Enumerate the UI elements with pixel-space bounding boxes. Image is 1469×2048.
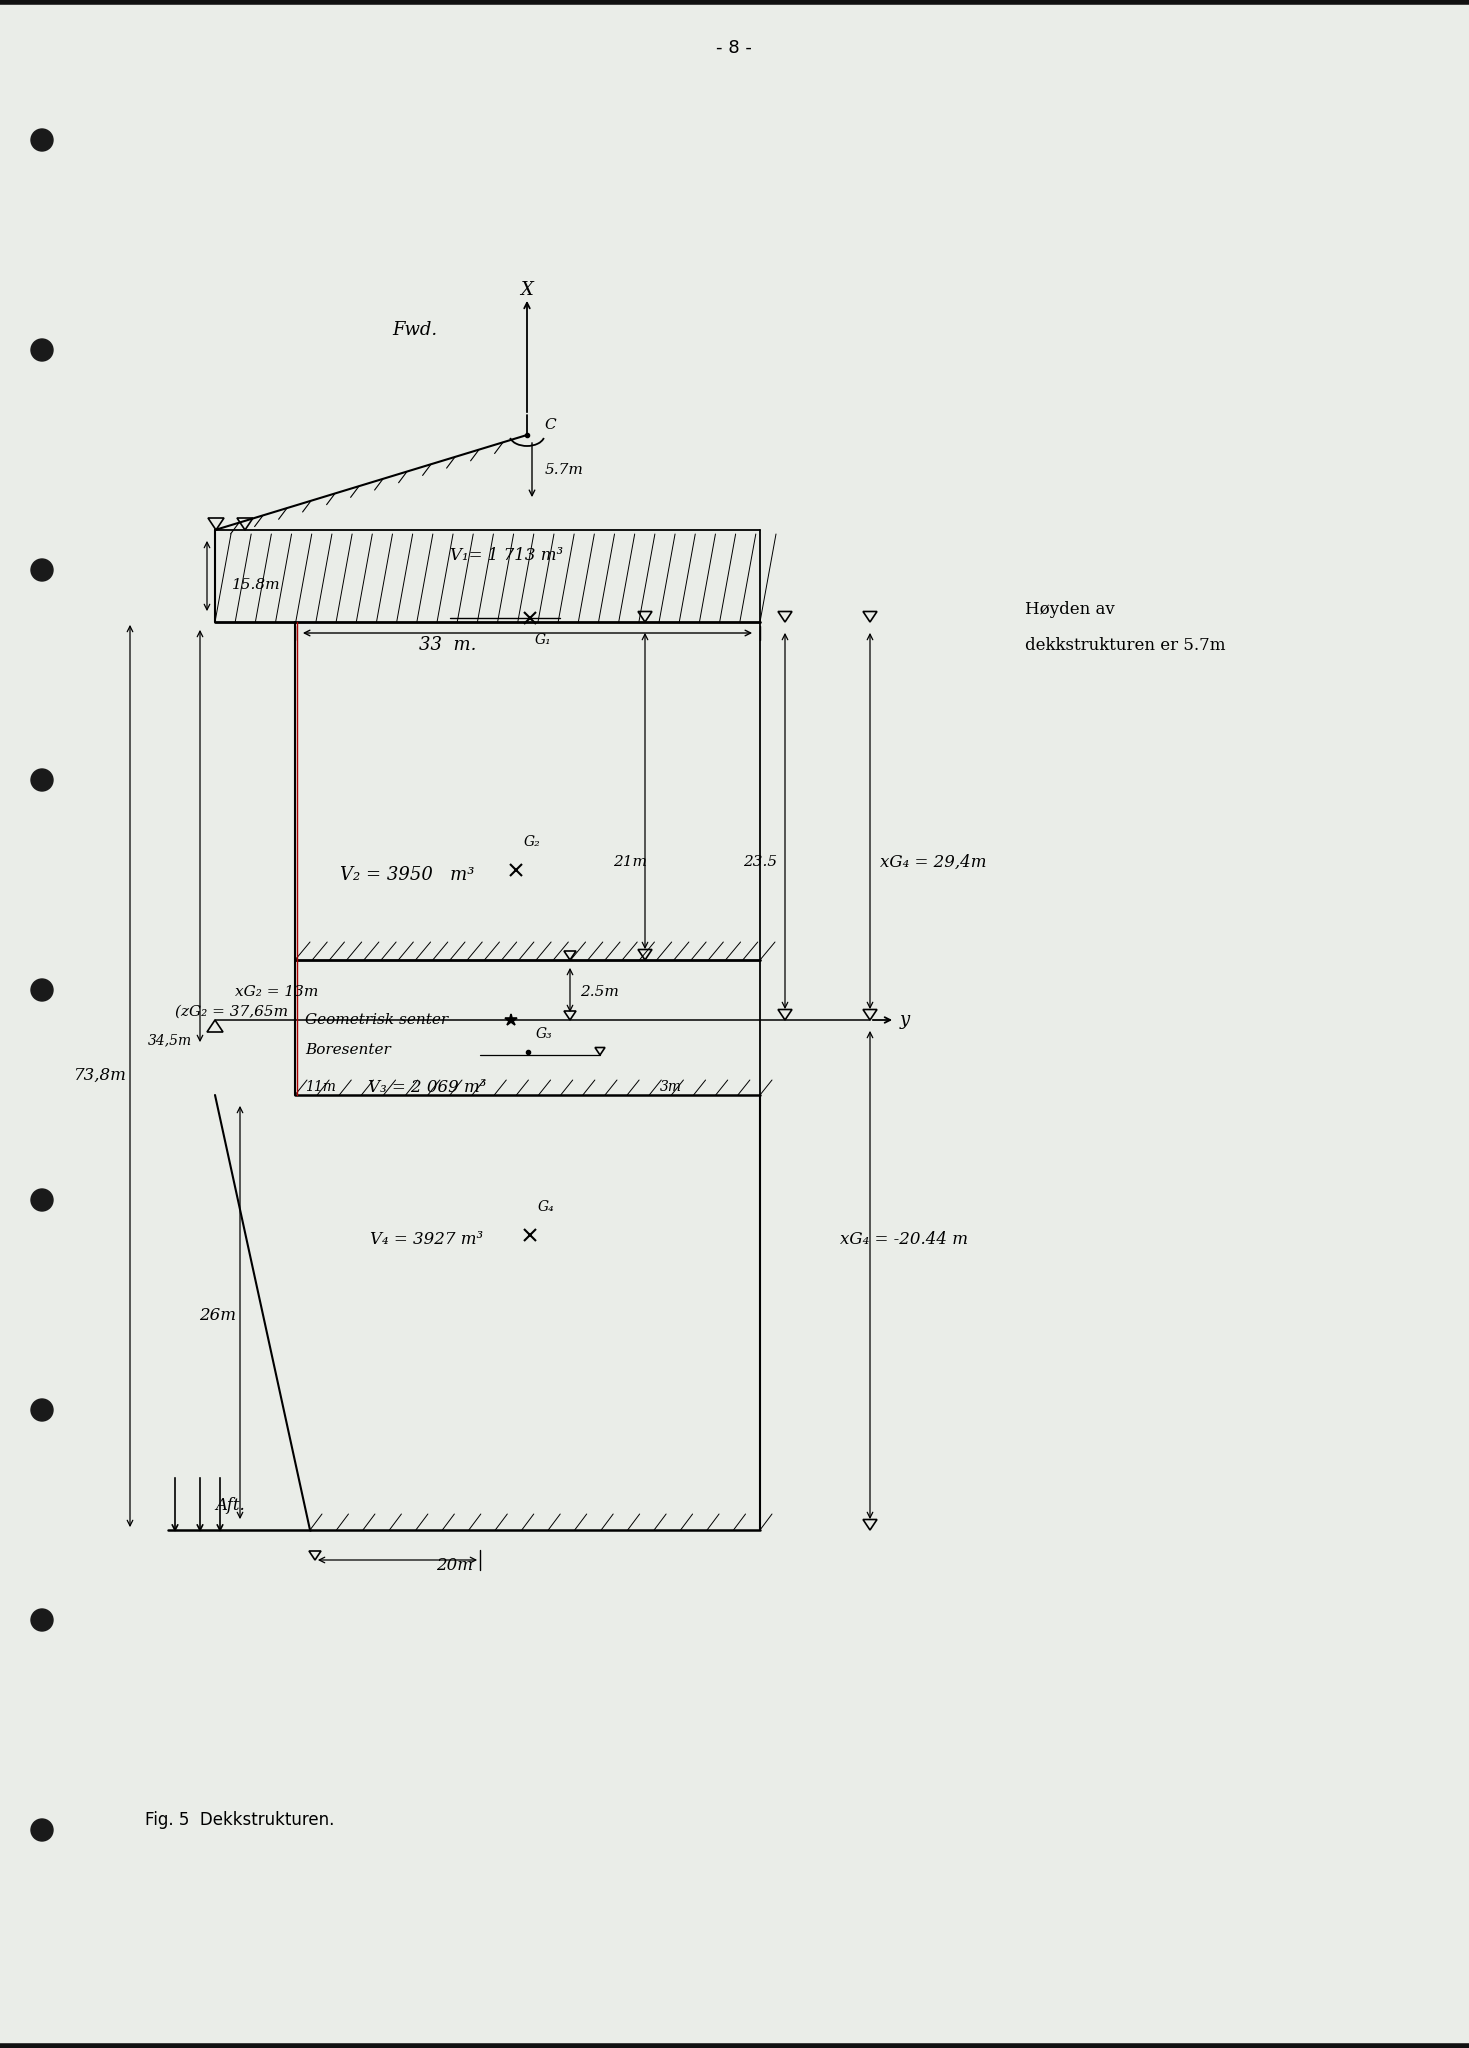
Text: C: C	[544, 418, 555, 432]
Circle shape	[31, 559, 53, 582]
Text: xG₄ = -20.44 m: xG₄ = -20.44 m	[840, 1231, 968, 1249]
Text: 5.7m: 5.7m	[545, 463, 583, 477]
Text: V₃ = 2 069 m³: V₃ = 2 069 m³	[369, 1079, 486, 1096]
Text: Fwd.: Fwd.	[392, 322, 438, 340]
Text: Boresenter: Boresenter	[306, 1042, 391, 1057]
Text: V₂ = 3950   m³: V₂ = 3950 m³	[339, 866, 474, 885]
Text: xG₂ = 13m: xG₂ = 13m	[235, 985, 319, 999]
Circle shape	[31, 129, 53, 152]
Text: G₁: G₁	[535, 633, 552, 647]
Text: 11m: 11m	[306, 1079, 336, 1094]
Text: G₄: G₄	[538, 1200, 555, 1214]
Text: G₂: G₂	[524, 836, 541, 850]
Text: 2.5m: 2.5m	[580, 985, 618, 999]
Text: xG₄ = 29,4m: xG₄ = 29,4m	[880, 854, 987, 870]
Circle shape	[31, 1819, 53, 1841]
Text: V₄ = 3927 m³: V₄ = 3927 m³	[370, 1231, 483, 1249]
Text: dekkstrukturen er 5.7m: dekkstrukturen er 5.7m	[1025, 637, 1225, 653]
Circle shape	[31, 979, 53, 1001]
Text: - 8 -: - 8 -	[715, 39, 752, 57]
Text: G₃: G₃	[536, 1026, 552, 1040]
Circle shape	[31, 1610, 53, 1630]
Circle shape	[31, 768, 53, 791]
Text: 3m: 3m	[660, 1079, 682, 1094]
Circle shape	[31, 1190, 53, 1210]
Text: 33  m.: 33 m.	[419, 637, 476, 653]
Text: 26m: 26m	[200, 1307, 237, 1323]
Text: 73,8m: 73,8m	[73, 1067, 126, 1083]
Circle shape	[31, 1399, 53, 1421]
Circle shape	[31, 340, 53, 360]
Text: (zG₂ = 37,65m: (zG₂ = 37,65m	[175, 1006, 288, 1020]
Text: 23.5: 23.5	[743, 854, 777, 868]
Text: Aft.: Aft.	[214, 1497, 245, 1513]
Text: X: X	[520, 281, 533, 299]
Text: 21m: 21m	[613, 854, 646, 868]
Text: Høyden av: Høyden av	[1025, 602, 1115, 618]
Text: Fig. 5  Dekkstrukturen.: Fig. 5 Dekkstrukturen.	[145, 1810, 335, 1829]
Text: 20m: 20m	[436, 1556, 473, 1573]
Text: Geometrisk senter: Geometrisk senter	[306, 1014, 448, 1026]
Text: y: y	[900, 1012, 911, 1028]
Text: V₁= 1 713 m³: V₁= 1 713 m³	[450, 547, 563, 563]
Text: 15.8m: 15.8m	[232, 578, 281, 592]
Text: 34,5m: 34,5m	[148, 1032, 192, 1047]
